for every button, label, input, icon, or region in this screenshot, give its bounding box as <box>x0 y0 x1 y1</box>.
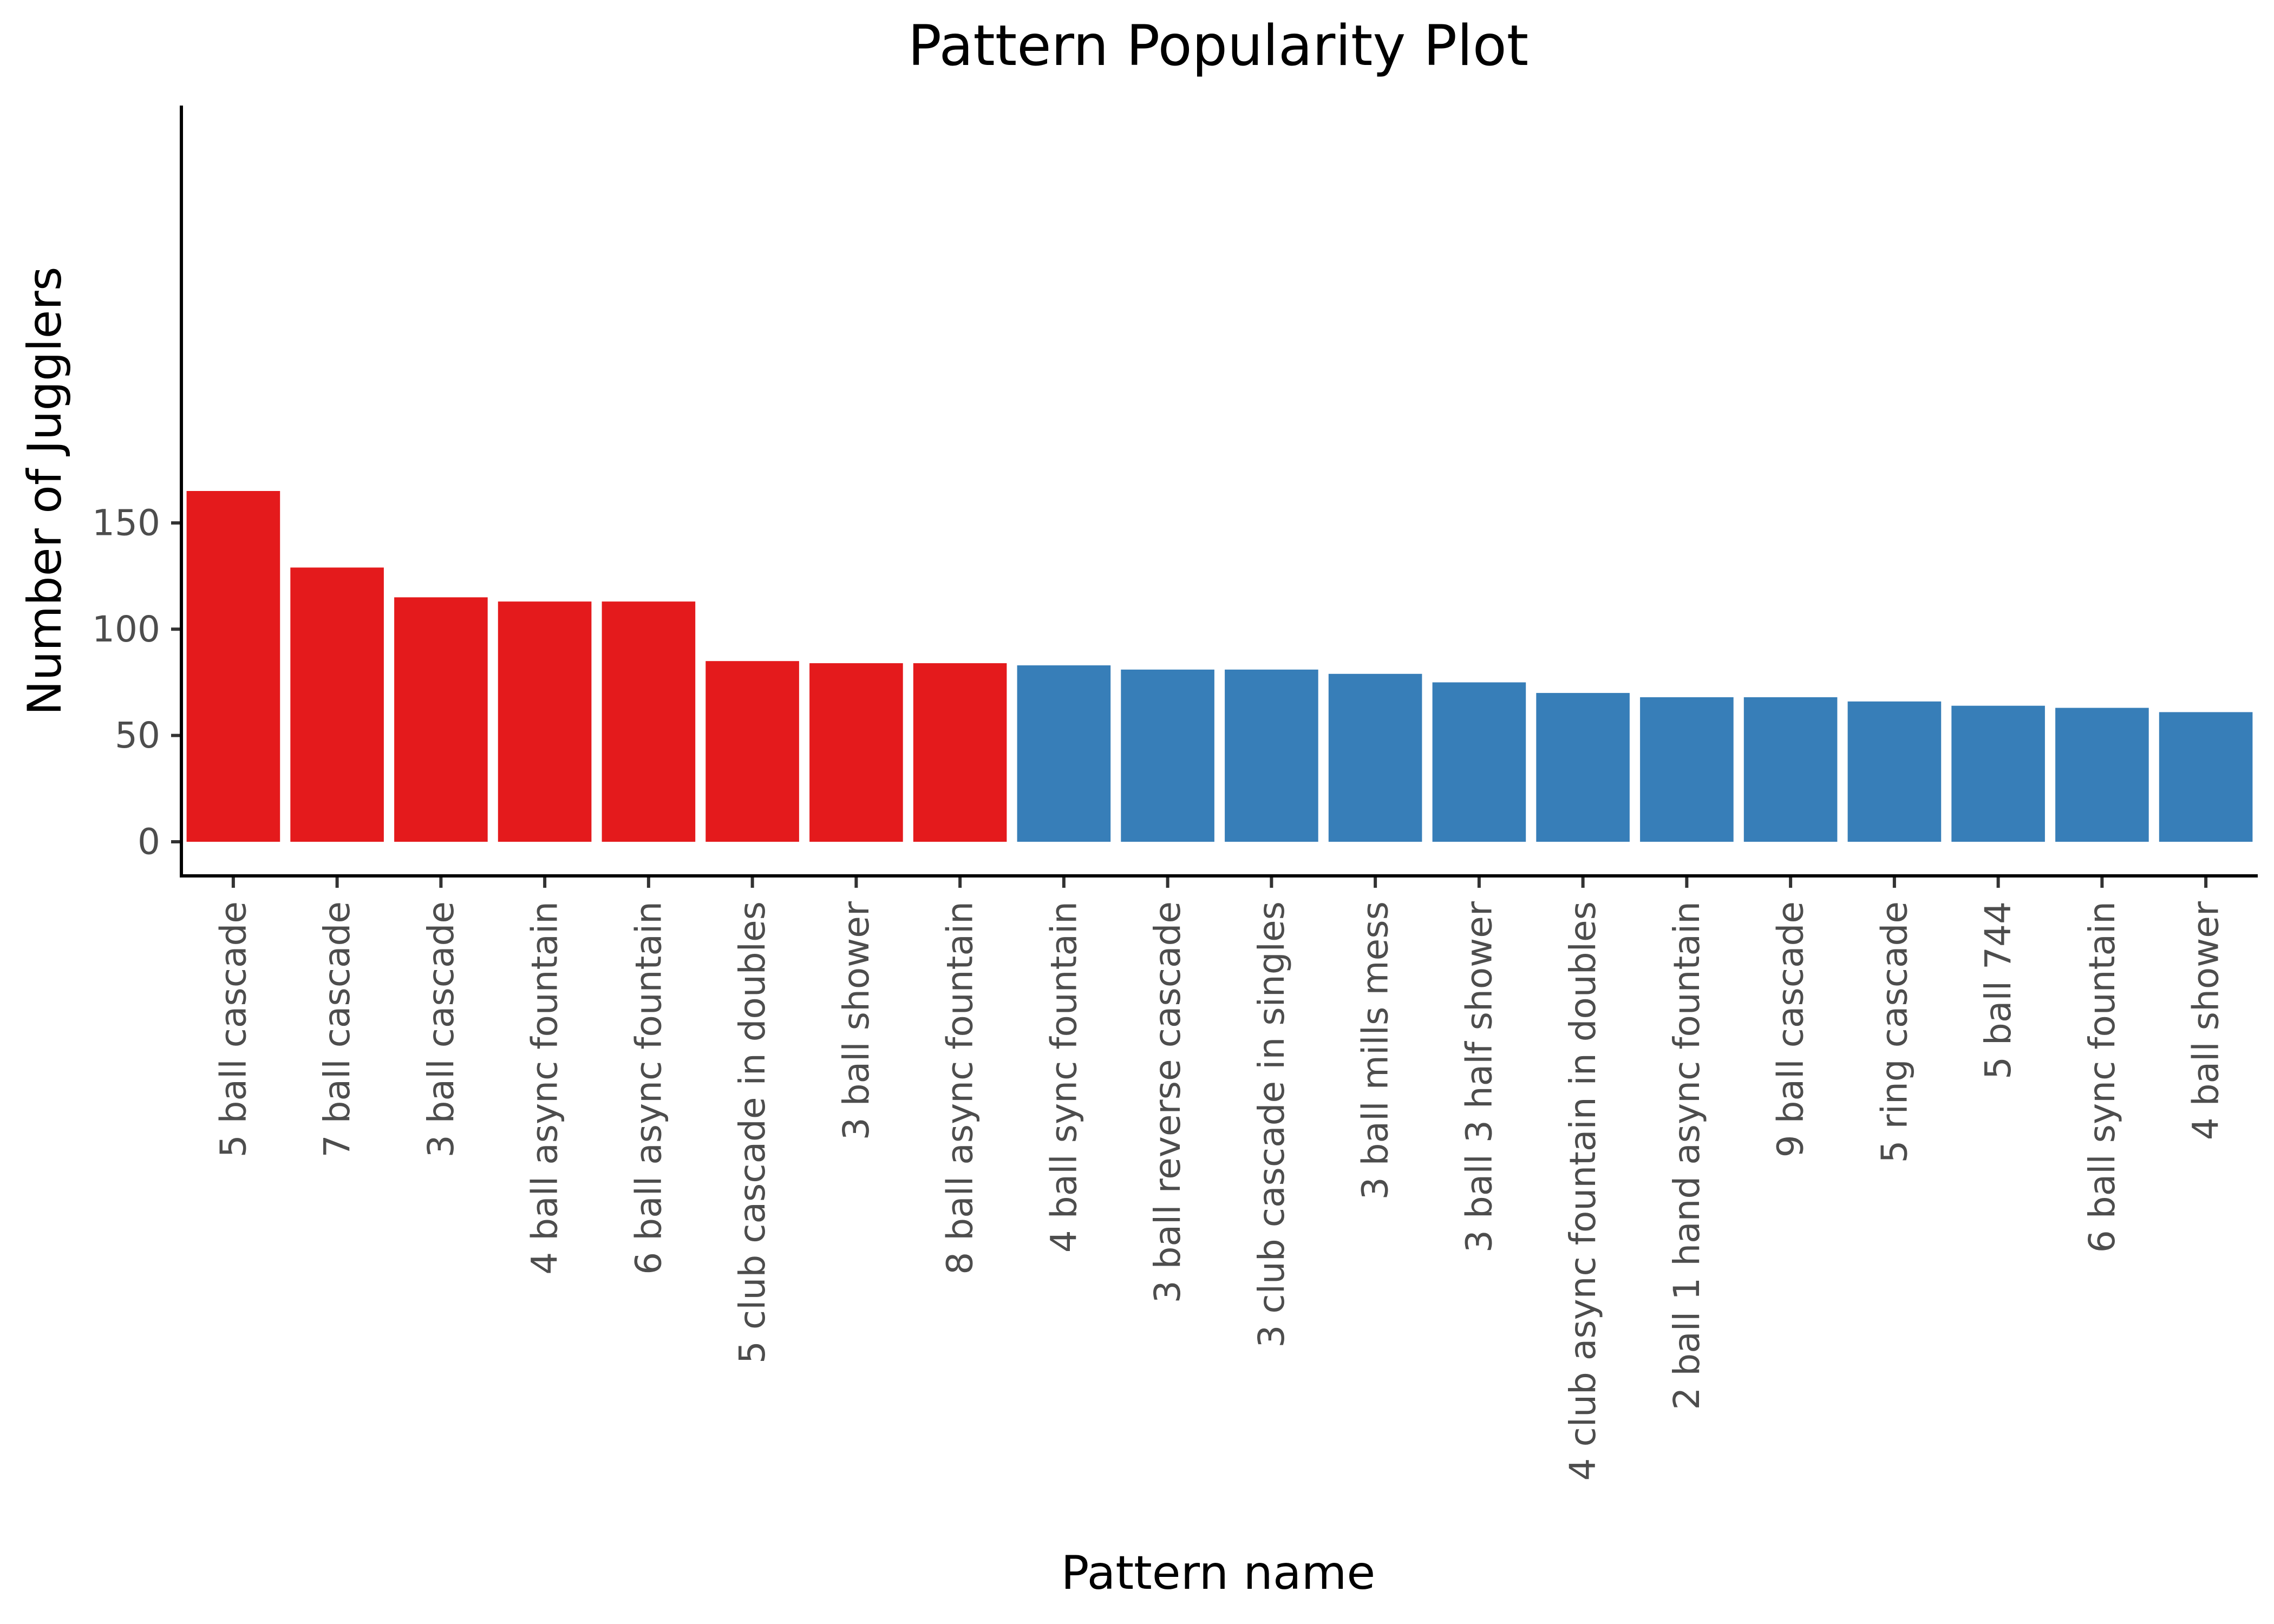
x-tick-label-9: 4 ball sync fountain <box>1043 901 1084 1253</box>
bar-15 <box>1640 697 1734 842</box>
x-tick-label-6: 5 club cascade in doubles <box>731 901 773 1364</box>
bar-7 <box>809 663 903 842</box>
x-tick-label-5: 6 ball async fountain <box>628 901 669 1275</box>
x-tick-label-7: 3 ball shower <box>835 901 877 1140</box>
bar-20 <box>2159 712 2253 842</box>
x-tick-label-18: 5 ball 744 <box>1977 901 2019 1079</box>
bar-17 <box>1847 701 1942 842</box>
x-tick-label-1: 5 ball cascade <box>212 901 254 1157</box>
chart-title: Pattern Popularity Plot <box>908 14 1528 78</box>
bar-13 <box>1432 682 1526 842</box>
x-axis-ticks: 5 ball cascade 7 ball cascade 3 ball casca… <box>212 878 2227 1481</box>
bar-3 <box>394 597 488 842</box>
bar-5 <box>602 601 696 842</box>
x-tick-label-4: 4 ball async fountain <box>524 901 566 1275</box>
bar-9 <box>1017 665 1111 842</box>
x-tick-label-8: 8 ball async fountain <box>939 901 981 1275</box>
bar-19 <box>2055 708 2149 842</box>
bar-11 <box>1225 669 1318 842</box>
bars-group <box>186 491 2253 842</box>
y-tick-label-4: 150 <box>92 502 160 543</box>
y-tick-label-3: 100 <box>92 608 160 650</box>
y-tick-label-2: 50 <box>115 715 160 756</box>
x-tick-label-3: 3 ball cascade <box>420 901 462 1157</box>
bar-1 <box>186 491 280 842</box>
bar-8 <box>913 663 1007 842</box>
x-tick-label-16: 9 ball cascade <box>1770 901 1812 1157</box>
bar-10 <box>1121 669 1214 842</box>
x-tick-label-13: 3 ball 3 half shower <box>1458 901 1500 1253</box>
bar-14 <box>1536 693 1630 842</box>
x-axis-title: Pattern name <box>1061 1546 1376 1600</box>
y-axis-title: Number of Jugglers <box>18 266 72 715</box>
x-tick-label-19: 6 ball sync fountain <box>2081 901 2123 1253</box>
x-tick-label-17: 5 ring cascade <box>1873 901 1915 1163</box>
bar-6 <box>705 661 799 842</box>
x-tick-label-12: 3 ball mills mess <box>1355 901 1396 1200</box>
y-tick-label-1: 0 <box>138 821 160 863</box>
bar-12 <box>1328 673 1422 842</box>
bar-16 <box>1743 697 1838 842</box>
x-tick-label-11: 3 club cascade in singles <box>1251 901 1292 1348</box>
x-tick-label-20: 4 ball shower <box>2185 901 2227 1140</box>
x-tick-label-14: 4 club async fountain in doubles <box>1562 901 1604 1481</box>
x-tick-label-15: 2 ball 1 hand async fountain <box>1666 901 1708 1410</box>
x-tick-label-2: 7 ball cascade <box>316 901 358 1157</box>
bar-4 <box>498 601 592 842</box>
x-tick-label-10: 3 ball reverse cascade <box>1147 901 1188 1303</box>
y-axis-ticks: 0 50 100 150 <box>92 502 181 863</box>
bar-18 <box>1951 705 2045 842</box>
bar-2 <box>290 567 384 842</box>
